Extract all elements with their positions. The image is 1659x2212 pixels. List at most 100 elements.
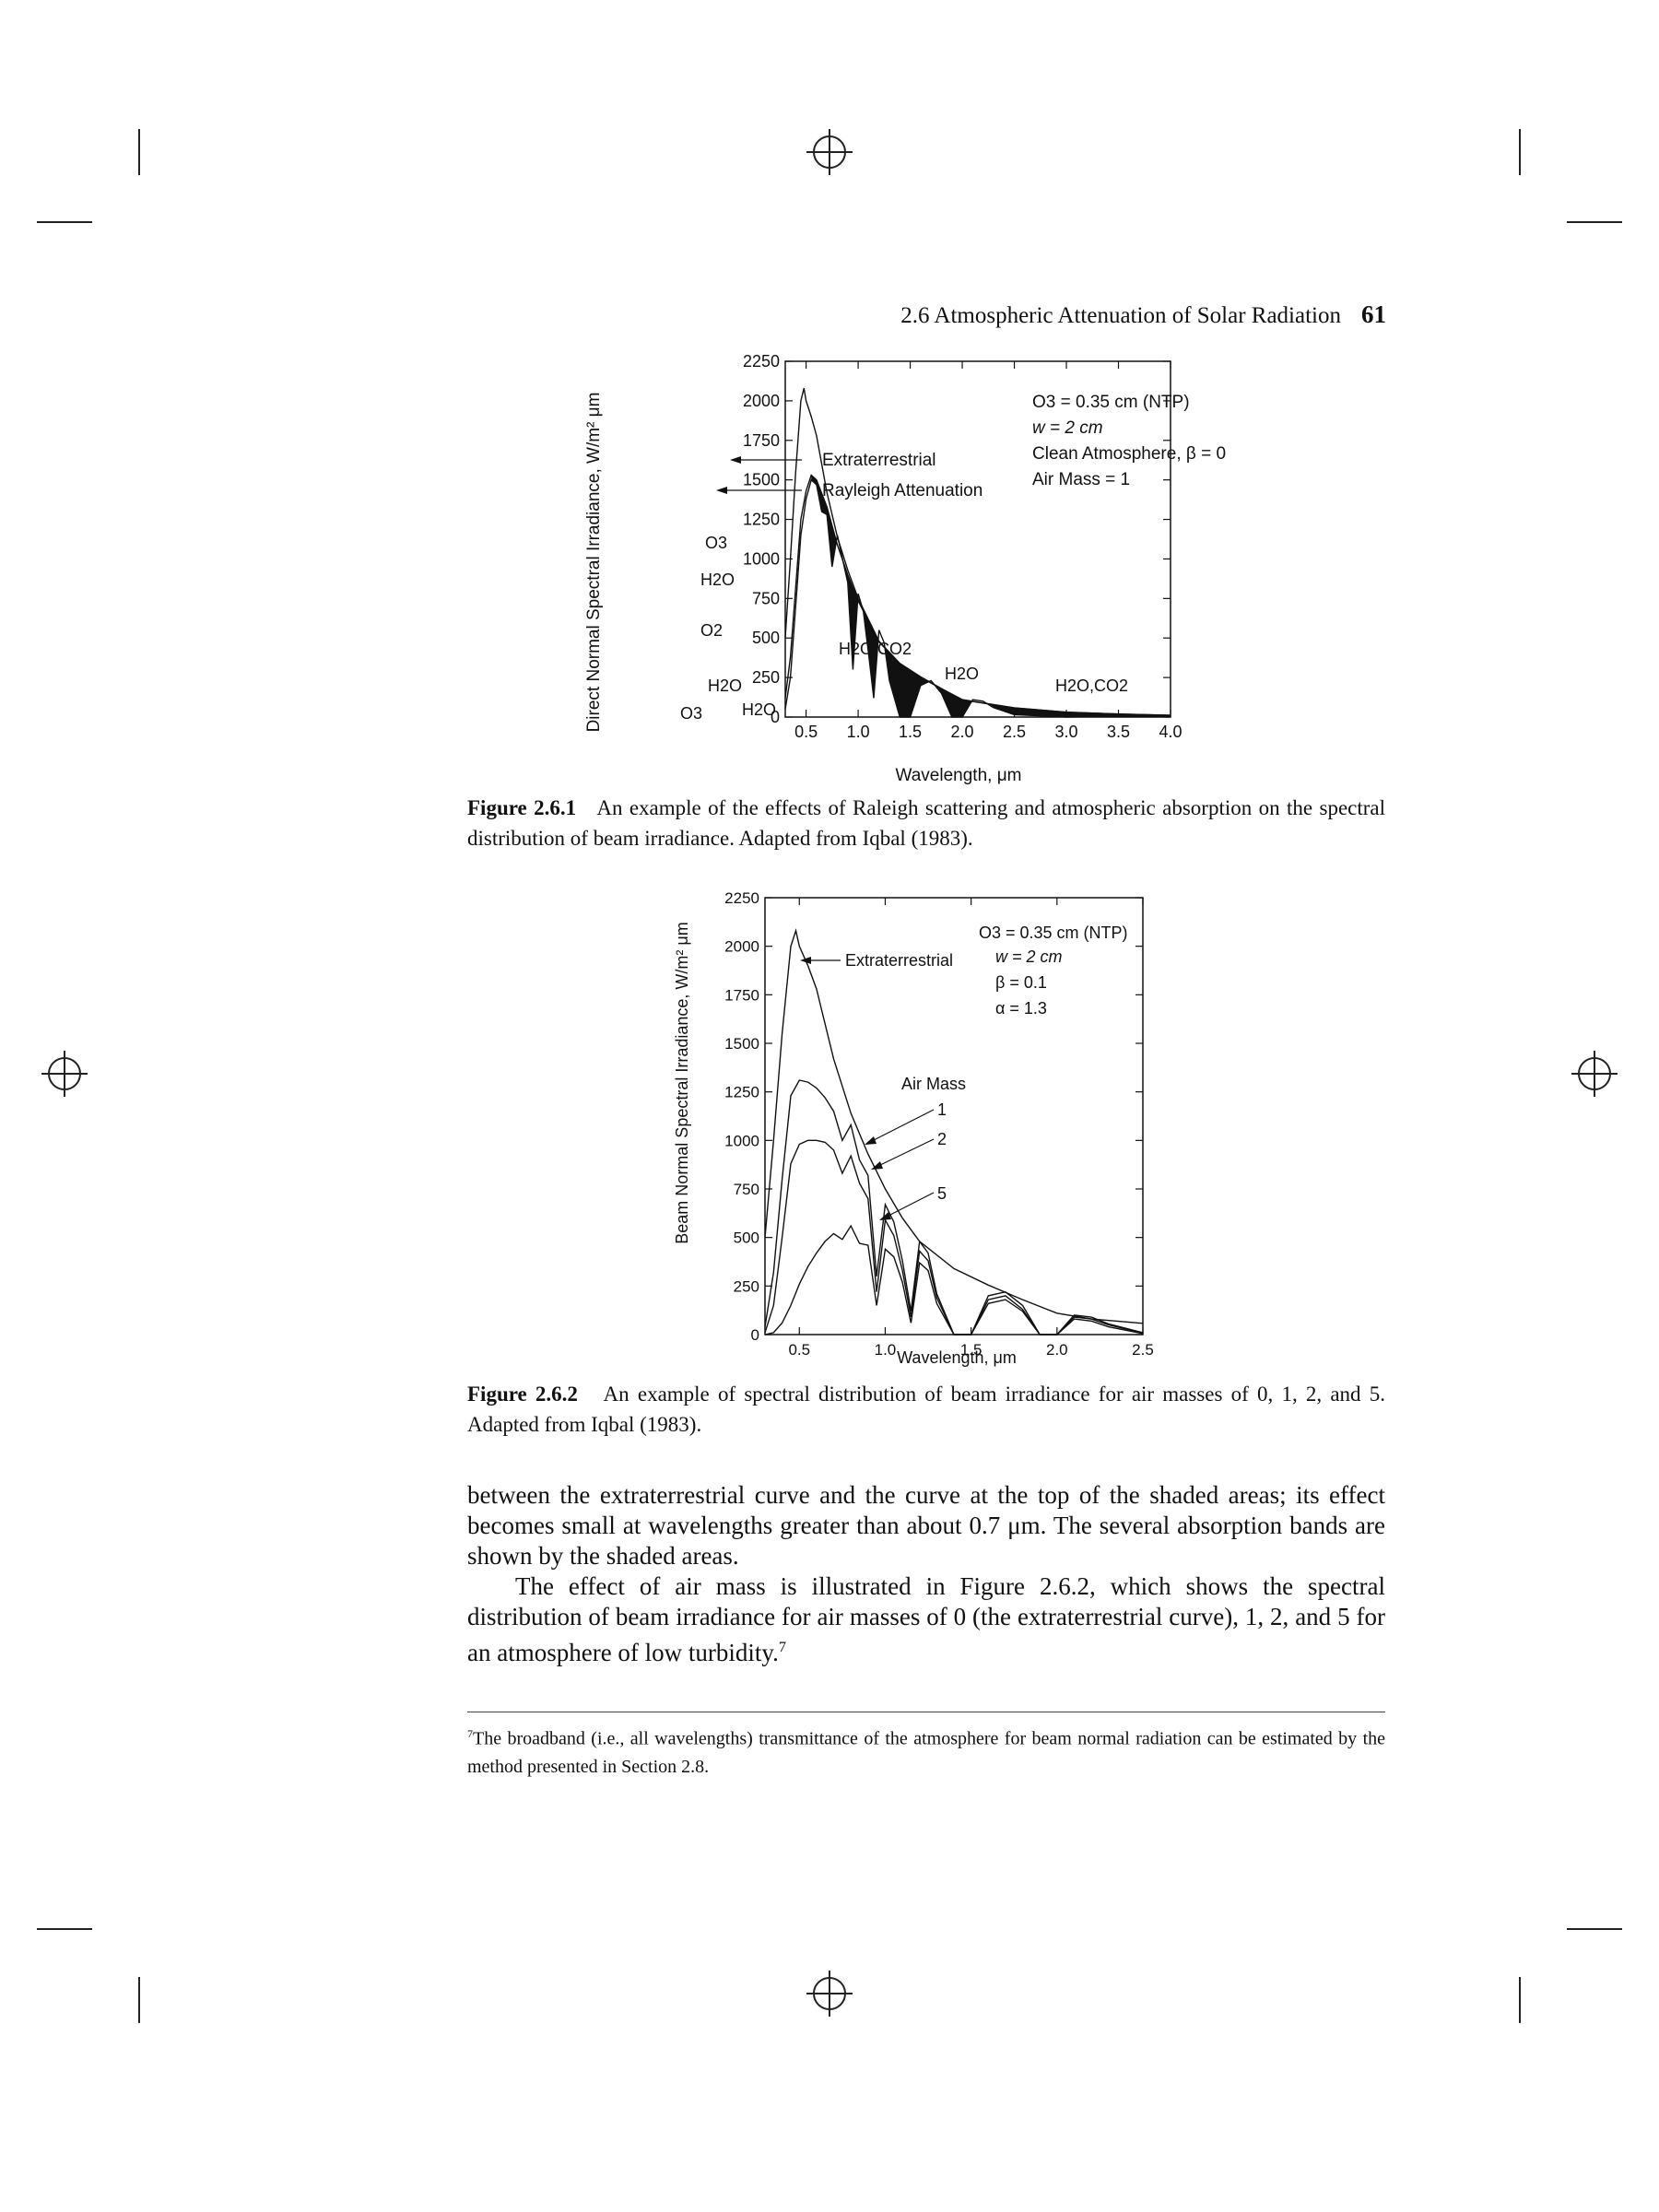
running-header: 2.6 Atmospheric Attenuation of Solar Rad… <box>557 300 1386 329</box>
annotation-rayleigh: Rayleigh Attenuation <box>716 481 982 500</box>
crop-mark <box>1567 1928 1622 1930</box>
y-tick-label: 250 <box>734 1277 759 1295</box>
legend-block: O3 = 0.35 cm (NTP) w = 2 cm Clean Atmosp… <box>1032 393 1226 489</box>
legend-block: O3 = 0.35 cm (NTP) w = 2 cm β = 0.1 α = … <box>979 924 1128 1018</box>
caption-label: Figure 2.6.2 <box>467 1382 578 1406</box>
absorber-label-h2o-co2-b: H2O,CO2 <box>1055 677 1128 695</box>
y-tick-label: 1500 <box>724 1035 759 1053</box>
svg-text:Rayleigh Attenuation: Rayleigh Attenuation <box>822 481 982 500</box>
series-line-1 <box>764 928 1144 1324</box>
x-tick-label: 1.0 <box>875 1341 897 1359</box>
y-tick-label: 500 <box>734 1230 759 1247</box>
y-tick-label: 1000 <box>743 549 780 568</box>
plot-frame <box>784 360 1171 718</box>
absorber-label-o2: O2 <box>700 621 723 640</box>
absorber-label-o3-bottom: O3 <box>680 704 702 723</box>
x-tick-label: 0.5 <box>788 1341 810 1359</box>
absorber-label-h2o-a: H2O <box>700 571 735 589</box>
registration-mark-bottom <box>806 1971 853 2017</box>
air-mass-annotations: Air Mass 1 2 5 <box>865 1075 966 1220</box>
registration-mark-left <box>41 1051 88 1097</box>
y-axis-label: Direct Normal Spectral Irradiance, W/m² … <box>584 393 604 733</box>
crop-mark <box>37 221 92 223</box>
figure-2-6-2-chart: 0.5 1.0 1.5 2.0 2.5 0 250 500 750 1000 1250 1500 175… <box>673 889 1154 1367</box>
crop-mark <box>1519 129 1521 175</box>
annotation-extraterrestrial: Extraterrestrial <box>730 451 936 470</box>
page-number: 61 <box>1361 300 1386 328</box>
y-tick-label: 1500 <box>743 471 780 489</box>
svg-text:α = 1.3: α = 1.3 <box>995 999 1047 1018</box>
x-tick-label: 2.5 <box>1132 1341 1154 1359</box>
svg-text:Clean Atmosphere, β = 0: Clean Atmosphere, β = 0 <box>1032 444 1226 464</box>
footnote-text: The broadband (i.e., all wavelengths) tr… <box>467 1728 1385 1777</box>
paragraph: between the extraterrestrial curve and t… <box>467 1481 1385 1570</box>
crop-mark <box>37 1928 92 1930</box>
crop-mark <box>138 129 140 175</box>
svg-text:2: 2 <box>937 1130 947 1148</box>
y-tick-label: 1750 <box>743 431 780 450</box>
x-axis-label: Wavelength, μm <box>897 1348 1017 1367</box>
crop-mark <box>1519 1977 1521 2023</box>
y-tick-label: 0 <box>751 1326 759 1344</box>
svg-text:β = 0.1: β = 0.1 <box>995 973 1047 992</box>
series-line-3 <box>764 1139 1144 1335</box>
x-tick-label: 3.0 <box>1055 723 1078 741</box>
x-tick-label: 3.5 <box>1107 723 1130 741</box>
y-tick-label: 2000 <box>724 938 759 956</box>
series-line-3 <box>784 478 1171 718</box>
caption-text: An example of spectral distribution of b… <box>467 1382 1385 1436</box>
figure-2-caption: Figure 2.6.2 An example of spectral dist… <box>467 1379 1385 1440</box>
svg-text:1: 1 <box>937 1100 947 1119</box>
y-tick-label: 0 <box>771 708 780 726</box>
absorber-label-h2o-b: H2O <box>945 665 979 683</box>
y-tick-label: 500 <box>752 629 780 647</box>
x-axis-label: Wavelength, μm <box>896 766 1022 785</box>
y-tick-label: 2000 <box>743 392 780 410</box>
svg-text:O3 = 0.35 cm (NTP): O3 = 0.35 cm (NTP) <box>1032 393 1190 412</box>
x-tick-label: 0.5 <box>794 723 818 741</box>
svg-text:w = 2 cm: w = 2 cm <box>1032 418 1103 438</box>
svg-text:5: 5 <box>937 1184 947 1203</box>
y-axis-label: Beam Normal Spectral Irradiance, W/m² μm <box>673 922 691 1243</box>
y-tick-label: 1000 <box>724 1132 759 1149</box>
y-tick-label: 750 <box>752 589 780 607</box>
x-tick-label: 2.5 <box>1003 723 1026 741</box>
svg-text:O3 = 0.35 cm (NTP): O3 = 0.35 cm (NTP) <box>979 924 1128 942</box>
caption-text: An example of the effects of Raleigh sca… <box>467 796 1386 850</box>
y-tick-label: 2250 <box>724 889 759 907</box>
y-tick-label: 750 <box>734 1181 759 1198</box>
absorber-label-h2o-co2-a: H2O,CO2 <box>839 640 912 658</box>
crop-mark <box>138 1977 140 2023</box>
paragraph: The effect of air mass is illustrated in… <box>467 1572 1385 1666</box>
footnote-ref[interactable]: 7 <box>778 1639 787 1655</box>
svg-text:Extraterrestrial: Extraterrestrial <box>845 951 953 970</box>
x-tick-label: 2.0 <box>951 723 974 741</box>
svg-text:Air Mass = 1: Air Mass = 1 <box>1032 470 1130 489</box>
y-tick-label: 1250 <box>743 511 780 529</box>
svg-text:Extraterrestrial: Extraterrestrial <box>822 451 936 470</box>
caption-label: Figure 2.6.1 <box>467 796 577 819</box>
registration-mark-right <box>1571 1051 1618 1097</box>
y-tick-label: 250 <box>752 668 780 687</box>
x-tick-label: 4.0 <box>1159 723 1182 741</box>
absorber-label-h2o-c: H2O <box>708 677 742 695</box>
y-tick-label: 1250 <box>724 1084 759 1101</box>
y-tick-label: 1750 <box>724 986 759 1004</box>
series-line-2 <box>764 1079 1144 1335</box>
footnote: 7The broadband (i.e., all wavelengths) t… <box>467 1720 1385 1781</box>
series-line-4 <box>764 1224 1144 1335</box>
x-tick-label: 1.5 <box>899 723 922 741</box>
footnote-mark: 7 <box>467 1727 473 1740</box>
series-line-2 <box>784 474 1171 716</box>
registration-mark-top <box>806 129 853 175</box>
x-tick-label: 1.0 <box>847 723 870 741</box>
body-text: between the extraterrestrial curve and t… <box>467 1480 1385 1668</box>
absorber-label-h2o-d: H2O <box>742 700 776 719</box>
figure-1-caption: Figure 2.6.1 An example of the effects o… <box>467 793 1385 853</box>
figure-2-6-1-chart: 0.5 1.0 1.5 2.0 2.5 3.0 3.5 4.0 0 250 500 750 1000 12… <box>584 352 1226 785</box>
svg-text:w = 2 cm: w = 2 cm <box>995 947 1063 966</box>
absorber-label-o3-top: O3 <box>705 534 727 552</box>
running-head-title: 2.6 Atmospheric Attenuation of Solar Rad… <box>900 303 1341 328</box>
y-tick-label: 2250 <box>743 352 780 371</box>
crop-mark <box>1567 221 1622 223</box>
